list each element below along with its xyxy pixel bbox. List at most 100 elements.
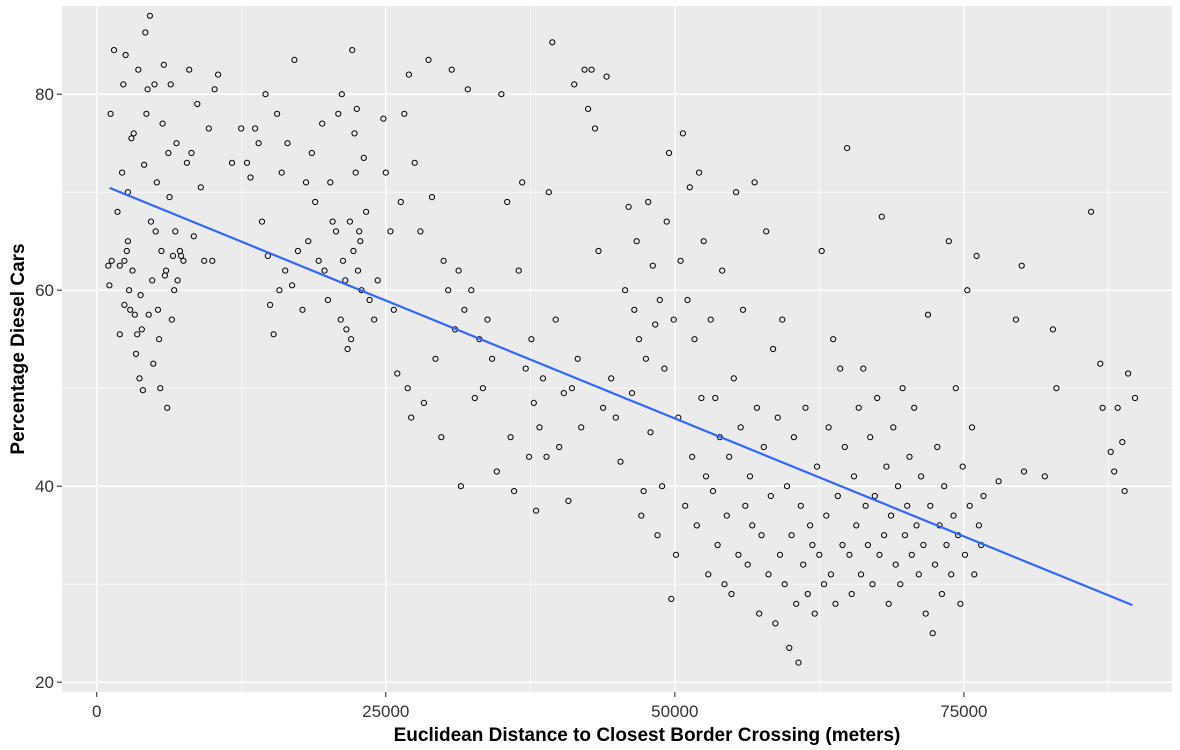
data-point	[519, 179, 526, 186]
data-point	[860, 365, 867, 372]
data-point	[568, 385, 576, 392]
data-point	[818, 247, 825, 255]
data-point	[640, 488, 647, 495]
data-point	[139, 387, 146, 394]
data-point	[719, 267, 726, 274]
data-point	[142, 29, 149, 36]
data-point	[585, 105, 592, 113]
data-point	[966, 502, 973, 509]
data-point	[188, 149, 195, 157]
data-point	[684, 296, 691, 304]
data-point	[647, 429, 654, 436]
data-point	[887, 512, 895, 519]
data-point	[132, 350, 140, 357]
y-tick-label: 80	[35, 85, 54, 104]
data-point	[337, 316, 344, 323]
data-point	[411, 159, 418, 166]
data-point	[190, 233, 197, 240]
data-point	[552, 316, 559, 323]
data-point	[153, 179, 160, 186]
data-point	[832, 600, 839, 607]
data-point	[929, 630, 936, 637]
data-point	[811, 610, 818, 617]
data-point	[654, 532, 661, 539]
data-point	[238, 125, 245, 132]
data-point	[352, 169, 359, 176]
data-point	[672, 551, 680, 558]
data-point	[804, 590, 811, 598]
data-point	[943, 541, 950, 549]
data-point	[931, 561, 939, 568]
data-point	[691, 336, 698, 343]
data-point	[848, 590, 855, 598]
data-point	[305, 238, 312, 245]
data-point	[105, 262, 112, 269]
data-point	[830, 336, 837, 343]
data-point	[698, 394, 705, 402]
data-point	[145, 311, 152, 318]
data-point	[131, 311, 138, 318]
data-point	[209, 257, 216, 264]
data-point	[767, 492, 774, 500]
data-point	[737, 424, 744, 431]
data-point	[405, 71, 412, 78]
data-point	[160, 61, 167, 68]
data-point	[608, 375, 615, 382]
data-point	[349, 47, 356, 54]
data-point	[656, 296, 663, 304]
data-point	[709, 488, 717, 495]
data-point	[686, 184, 693, 191]
data-point	[834, 492, 841, 500]
data-point	[841, 443, 848, 451]
data-point	[404, 385, 411, 392]
data-point	[445, 287, 452, 294]
data-point	[164, 404, 171, 411]
data-point	[730, 375, 737, 382]
data-point	[348, 336, 355, 343]
data-point	[995, 478, 1002, 485]
data-point	[1114, 404, 1121, 411]
data-point	[635, 336, 643, 343]
data-point	[702, 473, 710, 480]
data-point	[679, 130, 687, 137]
data-point	[728, 590, 735, 598]
data-point	[964, 287, 971, 294]
data-point	[147, 218, 155, 225]
data-point	[885, 600, 892, 607]
data-point	[289, 282, 296, 289]
data-point	[119, 169, 126, 176]
data-point	[138, 326, 145, 333]
data-point	[357, 238, 364, 245]
data-point	[136, 375, 143, 382]
data-point	[382, 169, 389, 176]
data-point	[565, 497, 572, 504]
data-point	[533, 507, 540, 514]
data-point	[924, 311, 932, 318]
data-point	[721, 581, 728, 588]
data-point	[425, 56, 432, 64]
data-point	[270, 331, 277, 338]
data-point	[938, 590, 946, 598]
data-point	[689, 453, 696, 460]
data-point	[350, 247, 357, 255]
data-point	[315, 257, 322, 264]
data-point	[901, 532, 909, 539]
data-point	[809, 541, 816, 549]
data-point	[346, 218, 353, 225]
data-point	[876, 551, 883, 558]
data-point	[522, 365, 529, 372]
data-point	[343, 326, 350, 333]
data-point	[846, 551, 853, 558]
data-point	[682, 502, 689, 509]
data-point	[726, 453, 733, 460]
data-point	[659, 483, 666, 490]
data-point	[820, 581, 828, 588]
data-point	[126, 287, 133, 294]
data-point	[652, 321, 659, 328]
data-point	[556, 443, 563, 451]
data-point	[668, 595, 675, 603]
data-point	[127, 306, 134, 313]
data-point	[844, 145, 851, 152]
data-point	[633, 238, 640, 245]
x-axis-title: Euclidean Distance to Closest Border Cro…	[394, 725, 901, 746]
